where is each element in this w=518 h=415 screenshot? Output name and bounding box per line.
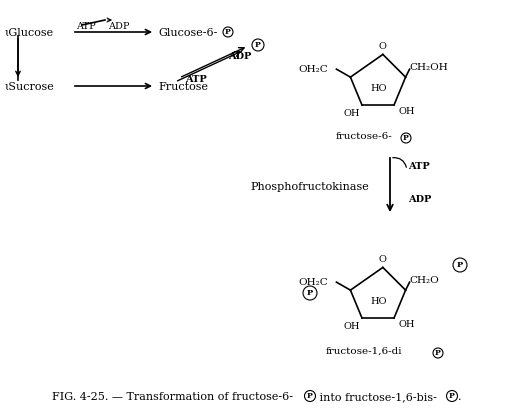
- Text: CH₂OH: CH₂OH: [410, 63, 448, 72]
- Text: into fructose-1,6-bis-: into fructose-1,6-bis-: [316, 392, 437, 402]
- Text: CH₂O: CH₂O: [410, 276, 439, 285]
- Text: ADP: ADP: [108, 22, 130, 31]
- Text: fructose-1,6-di: fructose-1,6-di: [326, 347, 402, 356]
- Text: OH₂C: OH₂C: [298, 65, 328, 74]
- Text: Fructose: Fructose: [158, 82, 208, 92]
- Text: P: P: [449, 392, 455, 400]
- Text: O: O: [379, 255, 387, 264]
- Text: OH: OH: [398, 107, 414, 116]
- Text: fructose-6-: fructose-6-: [336, 132, 393, 141]
- Text: ɩSucrose: ɩSucrose: [5, 82, 55, 92]
- Text: ADP: ADP: [228, 52, 251, 61]
- Text: ATP: ATP: [76, 22, 96, 31]
- Text: O: O: [379, 42, 387, 51]
- Text: OH: OH: [398, 320, 414, 329]
- Text: P: P: [457, 261, 463, 269]
- Text: FIG. 4-25. — Transformation of fructose-6-: FIG. 4-25. — Transformation of fructose-…: [52, 392, 293, 402]
- Text: P: P: [225, 28, 231, 36]
- Text: Glucose-6-: Glucose-6-: [158, 28, 218, 38]
- Text: P: P: [307, 289, 313, 297]
- Text: P: P: [435, 349, 441, 357]
- Text: HO: HO: [370, 297, 386, 306]
- Text: ɩGlucose: ɩGlucose: [5, 28, 54, 38]
- Text: P: P: [255, 41, 261, 49]
- Text: ADP: ADP: [408, 195, 431, 204]
- Text: ATP: ATP: [408, 162, 430, 171]
- Text: OH: OH: [344, 322, 361, 331]
- Text: Phosphofructokinase: Phosphofructokinase: [250, 182, 369, 192]
- Text: ATP: ATP: [185, 75, 207, 84]
- Text: .: .: [458, 392, 462, 402]
- Text: P: P: [307, 392, 313, 400]
- Text: HO: HO: [370, 84, 386, 93]
- Text: OH: OH: [344, 109, 361, 118]
- Text: OH₂C: OH₂C: [298, 278, 328, 287]
- Text: P: P: [403, 134, 409, 142]
